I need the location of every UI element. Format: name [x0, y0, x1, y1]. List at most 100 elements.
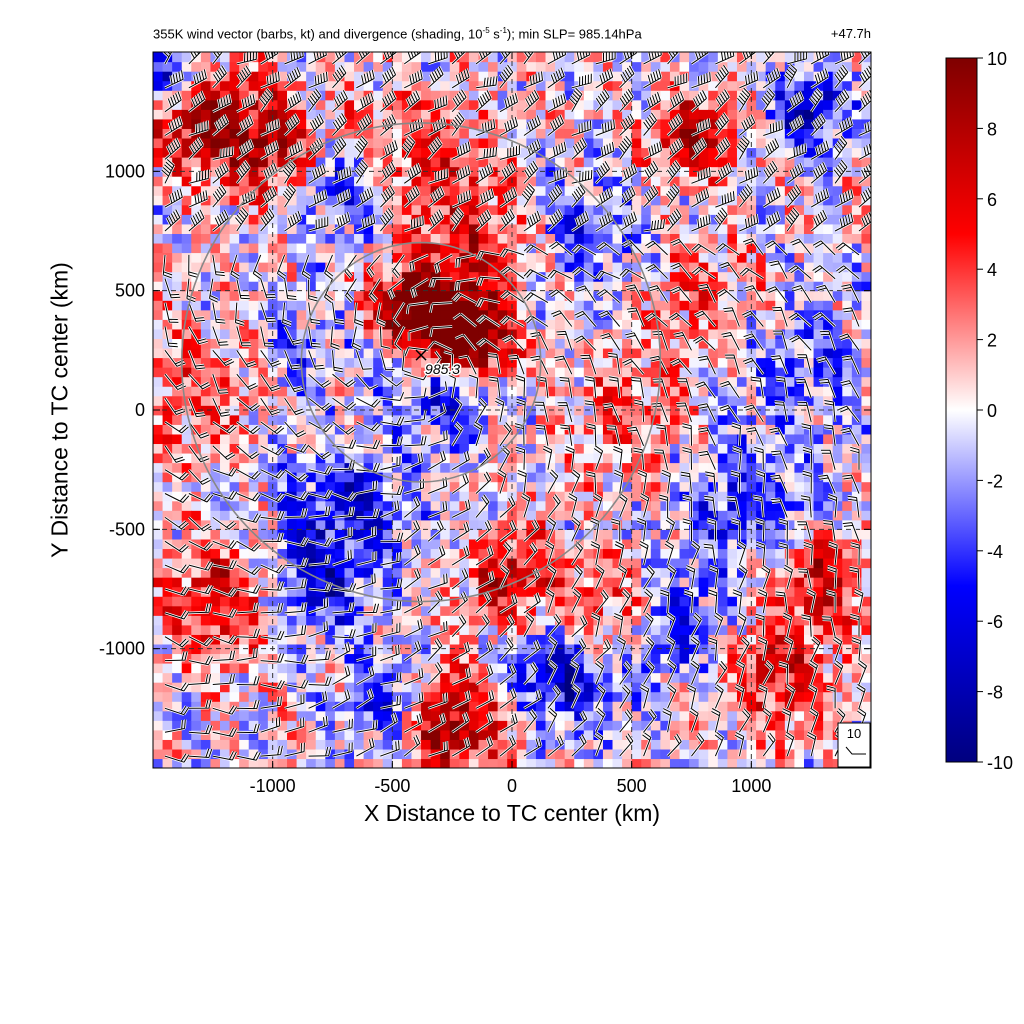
divergence-cell: [344, 319, 355, 330]
divergence-cell: [172, 252, 183, 263]
divergence-cell: [583, 195, 594, 206]
divergence-cell: [296, 271, 307, 282]
divergence-cell: [210, 338, 221, 349]
divergence-cell: [488, 137, 499, 149]
divergence-cell: [765, 605, 776, 616]
divergence-cell: [622, 395, 633, 406]
divergence-cell: [373, 662, 384, 674]
divergence-cell: [641, 414, 652, 425]
divergence-cell: [784, 548, 796, 559]
divergence-cell: [660, 529, 671, 540]
divergence-cell: [775, 137, 786, 149]
divergence-cell: [363, 309, 374, 320]
divergence-cell: [468, 61, 480, 72]
divergence-cell: [334, 242, 346, 254]
divergence-cell: [334, 386, 346, 397]
divergence-cell: [315, 61, 326, 72]
divergence-cell: [162, 109, 173, 120]
divergence-cell: [765, 643, 776, 655]
divergence-cell: [660, 672, 671, 683]
divergence-cell: [210, 643, 221, 655]
divergence-cell: [468, 137, 480, 149]
divergence-cell: [756, 80, 767, 91]
divergence-cell: [679, 748, 690, 760]
divergence-cell: [296, 319, 307, 330]
divergence-cell: [334, 395, 346, 406]
divergence-cell: [775, 510, 786, 521]
divergence-cell: [698, 510, 709, 521]
divergence-cell: [153, 519, 164, 530]
divergence-cell: [468, 682, 480, 693]
divergence-cell: [153, 347, 164, 359]
divergence-cell: [478, 557, 489, 569]
divergence-cell: [306, 414, 317, 425]
divergence-cell: [736, 462, 748, 473]
divergence-cell: [401, 500, 413, 511]
divergence-cell: [258, 414, 269, 425]
divergence-cell: [421, 729, 432, 740]
divergence-cell: [660, 147, 671, 158]
divergence-cell: [411, 605, 422, 616]
divergence-cell: [535, 662, 547, 674]
divergence-cell: [401, 472, 413, 483]
divergence-cell: [153, 557, 164, 569]
divergence-cell: [382, 376, 393, 387]
divergence-cell: [421, 739, 432, 750]
divergence-cell: [220, 376, 231, 387]
divergence-cell: [296, 185, 307, 196]
divergence-cell: [775, 662, 786, 674]
divergence-cell: [181, 157, 192, 168]
divergence-cell: [708, 491, 719, 502]
divergence-cell: [698, 338, 709, 349]
divergence-cell: [220, 328, 231, 339]
divergence-cell: [440, 137, 451, 149]
divergence-cell: [765, 281, 776, 292]
divergence-cell: [153, 472, 164, 483]
divergence-cell: [354, 567, 365, 578]
divergence-cell: [449, 586, 460, 597]
divergence-cell: [564, 529, 575, 540]
divergence-cell: [344, 242, 355, 254]
divergence-cell: [736, 519, 748, 530]
divergence-cell: [334, 519, 346, 530]
divergence-cell: [210, 491, 221, 502]
divergence-cell: [555, 252, 566, 263]
divergence-cell: [172, 557, 183, 569]
divergence-cell: [344, 328, 355, 339]
divergence-cell: [181, 452, 192, 464]
divergence-cell: [440, 290, 451, 301]
divergence-cell: [545, 109, 556, 120]
divergence-cell: [468, 624, 480, 635]
divergence-cell: [583, 252, 594, 263]
divergence-cell: [631, 510, 642, 521]
divergence-cell: [784, 386, 796, 397]
divergence-cell: [229, 443, 240, 454]
divergence-cell: [727, 491, 738, 502]
divergence-cell: [708, 701, 719, 712]
divergence-cell: [593, 481, 604, 492]
divergence-cell: [440, 61, 451, 72]
divergence-cell: [382, 347, 393, 359]
divergence-cell: [669, 472, 681, 483]
divergence-cell: [363, 462, 374, 473]
divergence-cell: [449, 357, 460, 368]
divergence-cell: [373, 300, 384, 311]
divergence-cell: [602, 682, 614, 693]
divergence-cell: [478, 414, 489, 425]
divergence-cell: [526, 109, 537, 120]
divergence-cell: [736, 472, 748, 483]
divergence-cell: [669, 548, 681, 559]
divergence-cell: [392, 386, 403, 397]
divergence-cell: [602, 242, 614, 254]
divergence-cell: [210, 472, 221, 483]
divergence-cell: [220, 367, 231, 378]
divergence-cell: [765, 653, 776, 664]
divergence-cell: [468, 739, 480, 750]
divergence-cell: [497, 376, 508, 387]
divergence-cell: [344, 662, 355, 674]
divergence-cell: [459, 510, 470, 521]
divergence-cell: [660, 262, 671, 273]
divergence-cell: [631, 643, 642, 655]
divergence-cell: [325, 71, 336, 82]
divergence-cell: [535, 290, 547, 301]
